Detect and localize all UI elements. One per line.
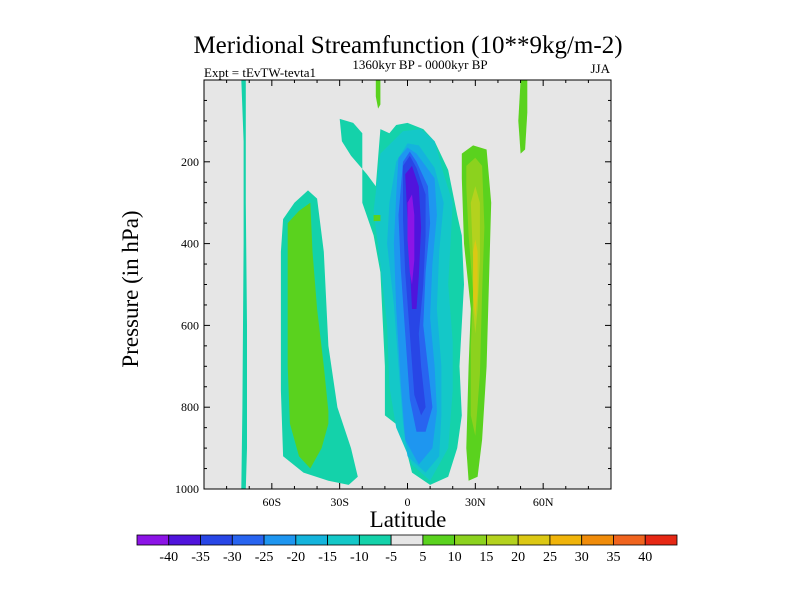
y-tick-label: 200 bbox=[181, 155, 199, 169]
colorbar-swatch bbox=[581, 534, 614, 546]
colorbar-swatch bbox=[358, 534, 392, 546]
contour-southern-cell-inner bbox=[287, 202, 329, 469]
contour-equatorial-l0 bbox=[407, 194, 415, 285]
colorbar-swatch bbox=[390, 534, 424, 546]
colorbar-label: -15 bbox=[318, 550, 337, 565]
y-tick-label: 600 bbox=[181, 318, 199, 332]
y-axis-label: Pressure (in hPa) bbox=[118, 210, 143, 367]
colorbar-swatch bbox=[136, 534, 170, 546]
colorbar-label: -40 bbox=[159, 550, 178, 565]
chart-title: Meridional Streamfunction (10**9kg/m-2) bbox=[193, 32, 622, 59]
colorbar-label: -25 bbox=[255, 550, 274, 565]
y-tick-label: 400 bbox=[181, 237, 199, 251]
colorbar-swatch bbox=[613, 534, 646, 546]
y-tick-label: 800 bbox=[181, 400, 199, 414]
colorbar-label: 25 bbox=[543, 550, 557, 565]
x-tick-label: 60N bbox=[533, 495, 554, 509]
colorbar-label: 15 bbox=[479, 550, 493, 565]
colorbar-swatch bbox=[231, 534, 265, 546]
colorbar-swatch bbox=[168, 534, 201, 546]
contour-layer bbox=[241, 80, 528, 489]
x-tick-label: 0 bbox=[405, 495, 411, 509]
colorbar-swatch bbox=[263, 534, 297, 546]
colorbar-label: -35 bbox=[191, 550, 210, 565]
colorbar-swatch bbox=[327, 534, 360, 546]
colorbar-swatch bbox=[644, 534, 678, 546]
x-tick-label: 60S bbox=[262, 495, 281, 509]
colorbar-label: 20 bbox=[511, 550, 525, 565]
axis-ticks: 60S 30S 0 30N 60N 200 400 600 800 1000 bbox=[175, 80, 611, 509]
colorbar-swatch bbox=[295, 534, 328, 546]
y-tick-label: 1000 bbox=[175, 482, 199, 496]
contour-upper-north-strip bbox=[518, 80, 528, 154]
contour-mid-lat-south-band bbox=[241, 80, 247, 489]
contour-northern-cell-l12 bbox=[473, 239, 478, 318]
right-string: JJA bbox=[590, 61, 610, 76]
colorbar-label: -10 bbox=[350, 550, 369, 565]
colorbar-swatch bbox=[549, 534, 583, 546]
colorbar-swatch bbox=[486, 534, 519, 546]
contour-small-blob-south bbox=[373, 215, 381, 222]
colorbar-label: -20 bbox=[286, 550, 305, 565]
colorbar-label: 35 bbox=[606, 550, 620, 565]
colorbar-swatch bbox=[454, 534, 487, 546]
center-string: 1360kyr BP - 0000kyr BP bbox=[352, 57, 487, 72]
colorbar-swatch bbox=[200, 534, 233, 546]
colorbar-label: 5 bbox=[419, 550, 426, 565]
x-tick-label: 30S bbox=[330, 495, 349, 509]
colorbar-label: -30 bbox=[223, 550, 242, 565]
colorbar-label: 30 bbox=[575, 550, 589, 565]
colorbar-swatch bbox=[422, 534, 456, 546]
colorbar: -40 -35 -30 -25 -20 -15 -10 -5 5 10 15 20 25 30 35 40 bbox=[136, 534, 678, 565]
colorbar-label: 40 bbox=[638, 550, 652, 565]
x-axis-label: Latitude bbox=[370, 507, 447, 532]
colorbar-label: -5 bbox=[385, 550, 397, 565]
left-string: Expt = tEvTW-tevta1 bbox=[204, 65, 316, 80]
x-tick-label: 30N bbox=[465, 495, 486, 509]
colorbar-label: 10 bbox=[448, 550, 462, 565]
colorbar-swatch bbox=[517, 534, 551, 546]
contour-upper-equator-tongue bbox=[375, 80, 381, 109]
